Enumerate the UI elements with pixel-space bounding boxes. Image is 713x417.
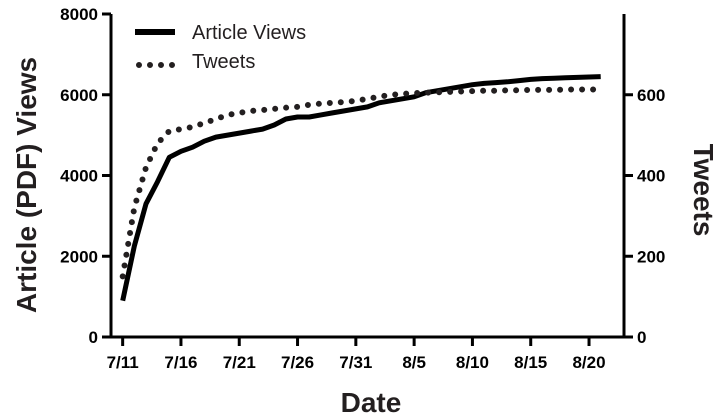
left-y-tick-label: 8000	[60, 5, 98, 24]
series-line-tweets	[119, 86, 604, 280]
x-tick-label: 8/15	[514, 353, 547, 372]
right-axis-title: Tweets	[688, 144, 713, 237]
series-layer	[119, 74, 604, 302]
x-tick-label: 7/31	[339, 353, 372, 372]
left-y-tick-label: 2000	[60, 247, 98, 266]
right-y-tick-label: 200	[637, 247, 665, 266]
legend-label-article-views: Article Views	[192, 22, 306, 44]
x-axis-title: Date	[341, 387, 402, 417]
left-y-tick-label: 6000	[60, 86, 98, 105]
x-tick-label: 8/10	[456, 353, 489, 372]
series-line-article-views	[120, 74, 601, 302]
right-y-tick-label: 0	[637, 328, 646, 347]
legend: Article Views Tweets	[135, 22, 306, 73]
x-tick-label: 7/26	[281, 353, 314, 372]
left-y-tick-label: 4000	[60, 167, 98, 186]
x-tick-label: 7/11	[107, 353, 139, 372]
left-y-tick-label: 0	[89, 328, 98, 347]
ticks-layer: 0 2000 4000 6000 8000 0 200 400 600 7/11 7/16 7/21 7…	[60, 5, 665, 372]
x-tick-label: 8/5	[402, 353, 426, 372]
right-y-tick-label: 600	[637, 86, 665, 105]
right-y-tick-label: 400	[637, 167, 665, 186]
x-tick-label: 7/21	[223, 353, 256, 372]
x-tick-label: 7/16	[164, 353, 197, 372]
legend-label-tweets: Tweets	[192, 51, 255, 73]
chart-axes	[109, 14, 626, 339]
left-axis-title: Article (PDF) Views	[11, 57, 42, 313]
x-tick-label: 8/20	[572, 353, 605, 372]
